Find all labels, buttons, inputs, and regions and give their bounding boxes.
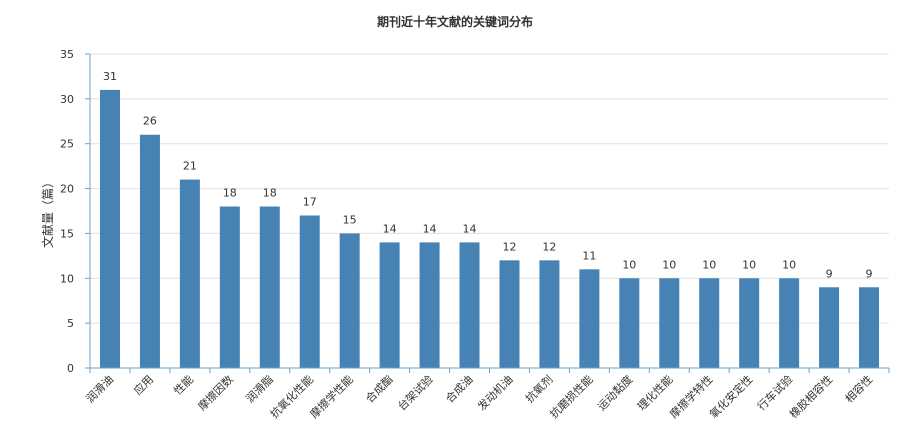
- bar[interactable]: [619, 278, 640, 368]
- x-tick-label: 润滑脂: [243, 372, 276, 405]
- y-tick-label: 35: [60, 48, 74, 61]
- x-tick-label: 台架试验: [395, 372, 436, 413]
- x-tick-label: 氧化安定性: [707, 372, 756, 421]
- bar[interactable]: [739, 278, 760, 368]
- data-label: 18: [223, 187, 237, 200]
- bar[interactable]: [459, 242, 480, 368]
- x-tick-label: 应用: [131, 372, 156, 397]
- bar[interactable]: [859, 287, 880, 368]
- data-label: 15: [343, 213, 357, 226]
- bar[interactable]: [779, 278, 800, 368]
- data-label: 9: [866, 267, 873, 280]
- bar[interactable]: [339, 233, 360, 368]
- data-label: 14: [383, 222, 397, 235]
- data-label: 10: [742, 258, 756, 271]
- y-tick-label: 5: [67, 317, 74, 330]
- bar[interactable]: [819, 287, 840, 368]
- bar[interactable]: [259, 206, 280, 368]
- data-label: 12: [502, 240, 516, 253]
- bar[interactable]: [579, 269, 600, 368]
- x-tick-label: 抗氧剂: [522, 372, 555, 405]
- bar[interactable]: [539, 260, 560, 368]
- y-tick-label: 30: [60, 93, 74, 106]
- x-tick-label: 运动黏度: [594, 372, 635, 413]
- x-tick-label: 合成油: [442, 372, 475, 405]
- x-tick-label: 摩擦因数: [195, 372, 236, 413]
- data-label: 12: [542, 240, 556, 253]
- gridlines: [90, 53, 889, 324]
- bar[interactable]: [219, 206, 240, 368]
- data-label: 18: [263, 187, 277, 200]
- x-tick-label: 相容性: [842, 372, 875, 405]
- data-label: 31: [103, 70, 117, 83]
- bar[interactable]: [699, 278, 720, 368]
- data-label: 14: [463, 222, 477, 235]
- bar[interactable]: [659, 278, 680, 368]
- data-label: 11: [582, 249, 596, 262]
- y-tick-label: 20: [60, 183, 74, 196]
- bar[interactable]: [299, 215, 320, 368]
- bar[interactable]: [499, 260, 520, 368]
- data-label: 10: [622, 258, 636, 271]
- bar[interactable]: [139, 134, 160, 368]
- y-tick-label: 10: [60, 272, 74, 285]
- data-label: 10: [662, 258, 676, 271]
- y-tick-label: 15: [60, 227, 74, 240]
- bar[interactable]: [179, 179, 200, 368]
- x-tick-label: 摩擦学性能: [307, 372, 356, 421]
- bar[interactable]: [379, 242, 400, 368]
- bar[interactable]: [419, 242, 440, 368]
- data-label: 17: [303, 195, 317, 208]
- y-tick-label: 0: [67, 362, 74, 375]
- x-tick-label: 橡胶相容性: [786, 372, 835, 421]
- x-tick-label: 理化性能: [634, 372, 675, 413]
- y-axis-label: 文献量（篇）: [40, 176, 55, 248]
- x-tick-label: 抗磨损性能: [547, 372, 596, 421]
- data-label: 26: [143, 115, 157, 128]
- chart-title: 期刊近十年文献的关键词分布: [377, 14, 533, 29]
- data-label: 21: [183, 160, 197, 173]
- x-tick-label: 性能: [171, 372, 196, 397]
- data-label: 10: [782, 258, 796, 271]
- x-tick-label: 发动机油: [475, 372, 516, 413]
- bars-group: 31 26 21 18 18 17 15 14 14 14 12 12 11 10 10 10 10 10 9 9: [99, 70, 880, 368]
- x-tick-label: 润滑油: [83, 372, 116, 405]
- bar[interactable]: [99, 89, 120, 368]
- data-label: 9: [826, 267, 833, 280]
- x-tick-label: 行车试验: [754, 372, 795, 413]
- x-tick-label: 合成酯: [363, 372, 396, 405]
- data-label: 10: [702, 258, 716, 271]
- y-tick-label: 25: [60, 138, 74, 151]
- data-label: 14: [423, 222, 437, 235]
